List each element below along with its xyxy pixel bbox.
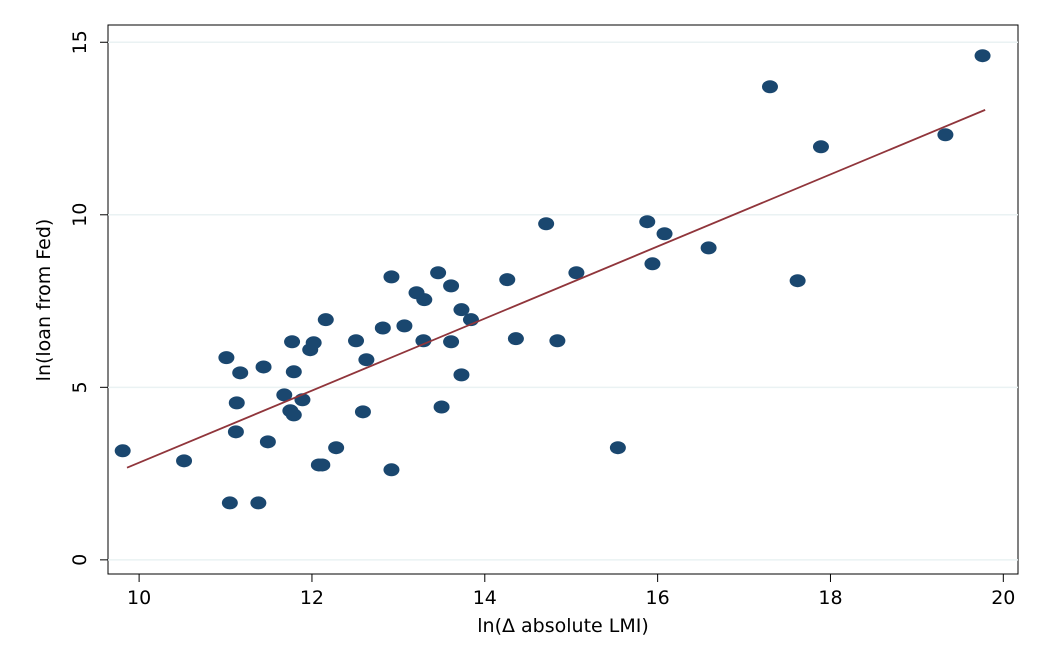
point (227, 425, 244, 439)
point (609, 441, 626, 455)
point (507, 332, 524, 346)
point (443, 279, 460, 293)
point (430, 266, 447, 280)
point (285, 365, 302, 379)
point (317, 313, 334, 327)
y-tick-label: 5 (69, 381, 91, 393)
point (383, 270, 400, 284)
x-tick-label: 20 (991, 587, 1015, 609)
point (499, 273, 516, 287)
y-tick-label: 0 (69, 554, 91, 566)
point (285, 408, 302, 422)
point (221, 496, 238, 510)
point (974, 49, 991, 63)
point (218, 351, 235, 365)
point (453, 303, 470, 317)
point (761, 80, 778, 94)
point (937, 128, 954, 142)
point (549, 334, 566, 348)
point (700, 241, 717, 255)
point (538, 217, 555, 231)
point (328, 441, 345, 455)
point (789, 274, 806, 288)
x-tick-label: 12 (300, 587, 324, 609)
point (259, 435, 276, 449)
point (453, 368, 470, 382)
point (176, 454, 193, 468)
point (416, 293, 433, 307)
point (348, 334, 365, 348)
point (314, 458, 331, 472)
point (305, 336, 322, 350)
point (656, 227, 673, 241)
point (415, 334, 432, 348)
plot-area (107, 24, 1019, 575)
point (433, 400, 450, 414)
y-axis-label: ln(loan from Fed) (33, 219, 55, 382)
point (232, 366, 249, 380)
x-tick-label: 14 (473, 587, 497, 609)
point (354, 405, 371, 419)
point (396, 319, 413, 333)
point (228, 396, 245, 410)
x-axis-label: ln(Δ absolute LMI) (477, 615, 649, 637)
y-tick-label: 15 (69, 30, 91, 54)
point (276, 388, 293, 402)
point (644, 257, 661, 271)
point (114, 444, 131, 458)
point (255, 360, 272, 374)
point (250, 496, 267, 510)
point (374, 321, 391, 335)
y-tick-label: 10 (69, 203, 91, 227)
point (358, 353, 375, 367)
point (639, 215, 656, 229)
x-tick-label: 18 (818, 587, 842, 609)
point (443, 335, 460, 349)
point (284, 335, 301, 349)
point (383, 463, 400, 477)
x-tick-label: 16 (646, 587, 670, 609)
point (812, 140, 829, 154)
x-tick-label: 10 (127, 587, 151, 609)
point (568, 266, 585, 280)
fit-line (126, 109, 986, 469)
